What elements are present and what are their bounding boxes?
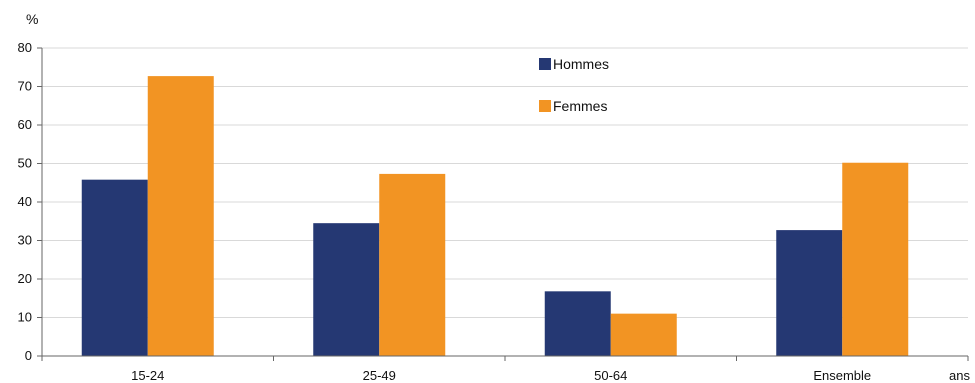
bar-femmes-50-64 — [610, 313, 677, 356]
legend-swatch-hommes — [539, 58, 551, 70]
bars — [81, 76, 909, 356]
y-tick-label: 10 — [18, 310, 32, 325]
x-tick-label: 25-49 — [363, 368, 396, 383]
y-tick-label: 20 — [18, 271, 32, 286]
y-tick-label: 40 — [18, 194, 32, 209]
y-tick-label: 80 — [18, 40, 32, 55]
legend-label-femmes: Femmes — [553, 98, 607, 114]
y-axis-unit-label: % — [26, 11, 38, 27]
bar-femmes-15-24 — [147, 76, 214, 356]
legend-swatch-femmes — [539, 100, 551, 112]
x-axis-unit-label: ans — [949, 368, 970, 383]
bar-hommes-50-64 — [544, 291, 611, 356]
x-tick-label: Ensemble — [813, 368, 871, 383]
y-tick-label: 30 — [18, 233, 32, 248]
y-tick-label: 50 — [18, 156, 32, 171]
y-tick-label: 70 — [18, 79, 32, 94]
legend: Hommes Femmes — [539, 56, 609, 114]
y-axis-ticks: 0 10 20 30 40 50 60 70 80 — [18, 40, 42, 363]
bar-femmes-ensemble — [842, 162, 909, 356]
bar-hommes-25-49 — [313, 223, 380, 356]
bar-hommes-15-24 — [81, 179, 148, 356]
bar-hommes-ensemble — [776, 230, 843, 356]
legend-label-hommes: Hommes — [553, 56, 609, 72]
y-tick-label: 0 — [25, 348, 32, 363]
bar-femmes-25-49 — [379, 173, 446, 356]
x-axis-ticks: 15-24 25-49 50-64 Ensemble — [41, 356, 969, 383]
x-tick-label: 15-24 — [131, 368, 164, 383]
y-tick-label: 60 — [18, 117, 32, 132]
x-tick-label: 50-64 — [594, 368, 627, 383]
